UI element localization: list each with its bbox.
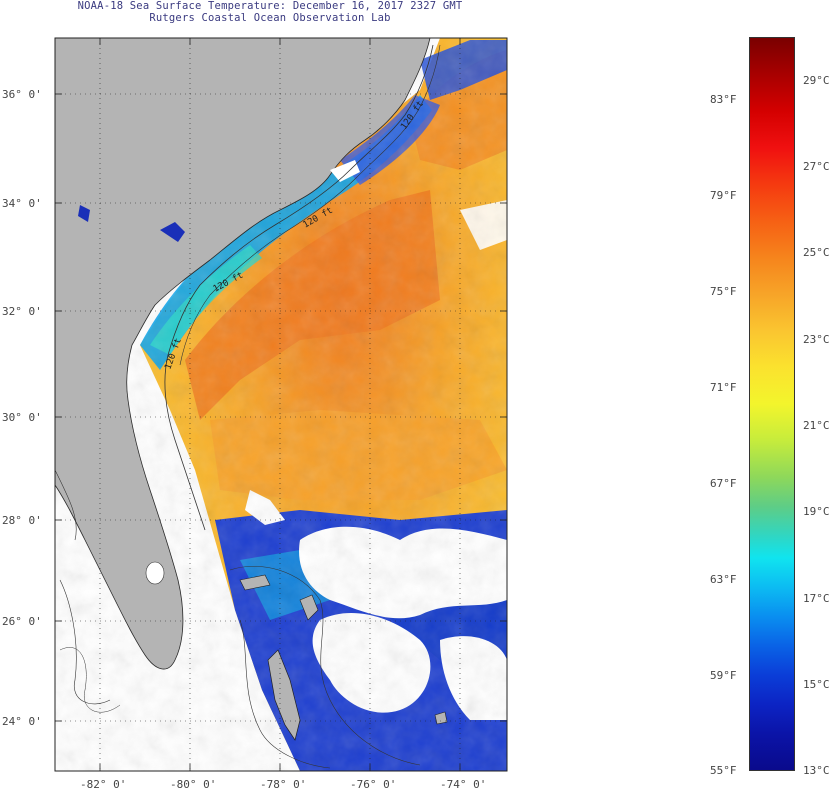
colorbar-c-label: 19°C bbox=[803, 505, 830, 518]
colorbar-c-label: 27°C bbox=[803, 160, 830, 173]
lon-label-78: -78° 0' bbox=[260, 778, 307, 791]
colorbar-f-label: 79°F bbox=[710, 189, 737, 202]
lat-label-26: 26° 0' bbox=[2, 615, 42, 628]
lon-label-74: -74° 0' bbox=[440, 778, 487, 791]
sst-map[interactable]: 120 ft 120 ft 120 ft 120 ft bbox=[0, 0, 540, 793]
lon-label-82: -82° 0' bbox=[80, 778, 127, 791]
lat-label-32: 32° 0' bbox=[2, 305, 42, 318]
colorbar-c-label: 25°C bbox=[803, 246, 830, 259]
colorbar-c-label: 29°C bbox=[803, 74, 830, 87]
colorbar-c-label: 21°C bbox=[803, 419, 830, 432]
colorbar-f-label: 71°F bbox=[710, 381, 737, 394]
colorbar-f-label: 75°F bbox=[710, 285, 737, 298]
colorbar-c-label: 23°C bbox=[803, 333, 830, 346]
lat-label-30: 30° 0' bbox=[2, 411, 42, 424]
lat-label-34: 34° 0' bbox=[2, 197, 42, 210]
land-mainland bbox=[55, 38, 431, 670]
temperature-colorbar bbox=[749, 37, 795, 771]
lat-label-36: 36° 0' bbox=[2, 88, 42, 101]
lat-label-28: 28° 0' bbox=[2, 514, 42, 527]
lon-label-80: -80° 0' bbox=[170, 778, 217, 791]
colorbar-c-label: 13°C bbox=[803, 764, 830, 777]
lat-label-24: 24° 0' bbox=[2, 715, 42, 728]
colorbar-f-label: 63°F bbox=[710, 573, 737, 586]
lon-label-76: -76° 0' bbox=[350, 778, 397, 791]
colorbar-f-label: 83°F bbox=[710, 93, 737, 106]
colorbar-f-label: 55°F bbox=[710, 764, 737, 777]
map-title: NOAA-18 Sea Surface Temperature: Decembe… bbox=[77, 0, 463, 12]
colorbar-c-label: 17°C bbox=[803, 592, 830, 605]
colorbar-c-label: 15°C bbox=[803, 678, 830, 691]
colorbar-f-label: 67°F bbox=[710, 477, 737, 490]
colorbar-f-label: 59°F bbox=[710, 669, 737, 682]
map-subtitle: Rutgers Coastal Ocean Observation Lab bbox=[149, 12, 391, 24]
